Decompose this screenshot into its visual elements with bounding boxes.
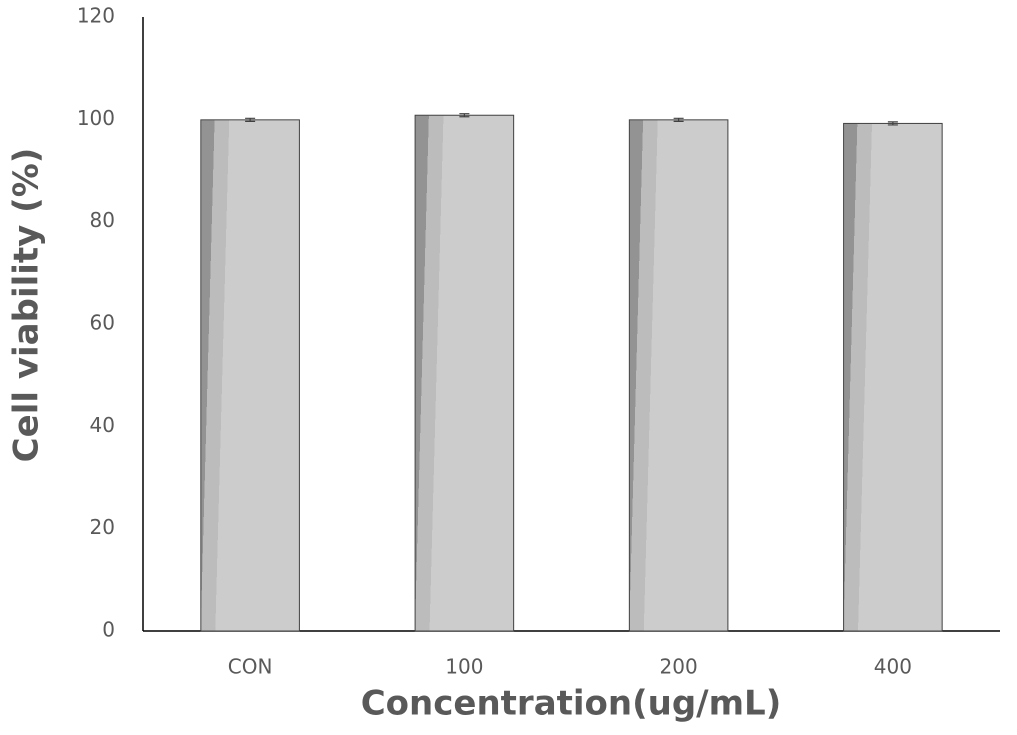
y-tick-label: 40 [90,413,115,437]
error-bar [673,117,684,122]
y-tick-label: 20 [90,515,115,539]
x-tick-label: CON [228,655,273,679]
y-tick-label: 120 [77,4,115,28]
y-tick-label: 0 [102,618,115,642]
bar-shade [844,123,942,631]
x-tick-label: 200 [660,655,698,679]
x-tick-label: 400 [874,655,912,679]
y-tick-label: 80 [90,208,115,232]
error-bar [459,113,470,118]
bar-shade [629,120,728,631]
y-tick-label: 100 [77,106,115,130]
x-axis-title: Concentration(ug/mL) [361,684,782,724]
y-axis-title: Cell viability (%) [7,148,47,463]
bar-shade [415,115,514,631]
bar-shade [201,120,299,631]
error-bar [245,117,256,122]
y-tick-label: 60 [90,311,115,335]
x-tick-label: 100 [445,655,483,679]
error-bar [887,121,898,126]
